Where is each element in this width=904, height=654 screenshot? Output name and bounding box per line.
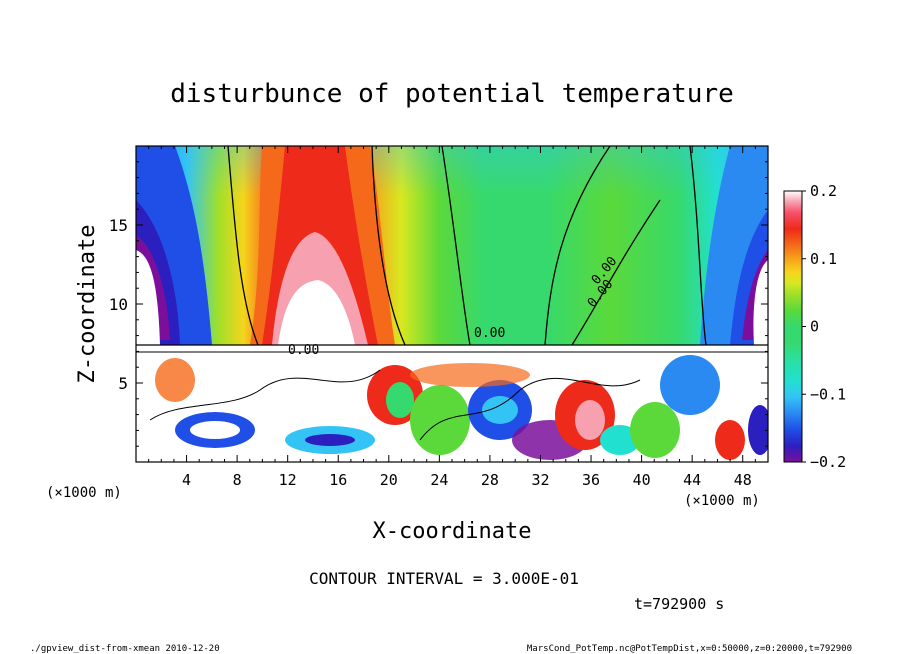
colorbar-tick-label: 0: [810, 318, 819, 336]
colorbar-tick-label: −0.2: [810, 453, 846, 471]
contour-label: 0.00: [474, 326, 505, 341]
x-axis: 4 8 12 16 20 24 28 32 36 40 44 48: [148, 146, 756, 489]
right-white-region: [753, 260, 768, 345]
footer-right: MarsCond_PotTemp.nc@PotTempDist,x=0:5000…: [527, 644, 852, 654]
colorbar: 0.2 0.1 0 −0.1 −0.2: [783, 182, 846, 471]
left-white-region: [136, 250, 160, 345]
positive-plume-core: [278, 280, 355, 345]
x-tick-label: 4: [182, 471, 191, 489]
y-tick-label: 10: [109, 295, 128, 314]
plot-area: [136, 146, 768, 462]
time-stamp: t=792900 s: [634, 595, 724, 613]
x-tick-label: 12: [279, 471, 297, 489]
x-tick-label: 24: [430, 471, 448, 489]
y-tick-label: 5: [118, 374, 128, 393]
colorbar-tick-label: 0.2: [810, 182, 837, 200]
x-unit-right: (×1000 m): [684, 493, 760, 509]
x-tick-label: 16: [329, 471, 347, 489]
y-axis-label: Z-coordinate: [75, 225, 100, 384]
x-tick-label: 36: [582, 471, 600, 489]
upper-top-fade: [136, 146, 768, 196]
contour-lines: [136, 146, 768, 441]
x-axis-label: X-coordinate: [373, 519, 532, 544]
colorbar-ticks: 0.2 0.1 0 −0.1 −0.2: [802, 182, 846, 471]
y-axis: 5 10 15: [109, 161, 768, 447]
footer-left: ./gpview_dist-from-xmean 2010-12-20: [30, 644, 220, 654]
x-tick-label: 8: [233, 471, 242, 489]
lower-blobs: [155, 355, 768, 460]
x-tick-label: 28: [481, 471, 499, 489]
contour-interval: CONTOUR INTERVAL = 3.000E-01: [309, 569, 579, 588]
y-tick-label: 15: [109, 216, 128, 235]
x-tick-label: 44: [683, 471, 701, 489]
chart-title: disturbunce of potential temperature: [170, 79, 734, 109]
x-tick-label: 20: [380, 471, 398, 489]
x-tick-label: 32: [531, 471, 549, 489]
contour-label: 0.00: [288, 343, 319, 358]
x-unit-left: (×1000 m): [46, 485, 122, 501]
colorbar-tick-label: −0.1: [810, 385, 846, 403]
colorbar-tick-label: 0.1: [810, 250, 837, 268]
colorbar-gradient: [783, 190, 803, 463]
x-tick-label: 40: [633, 471, 651, 489]
x-tick-label: 48: [734, 471, 752, 489]
